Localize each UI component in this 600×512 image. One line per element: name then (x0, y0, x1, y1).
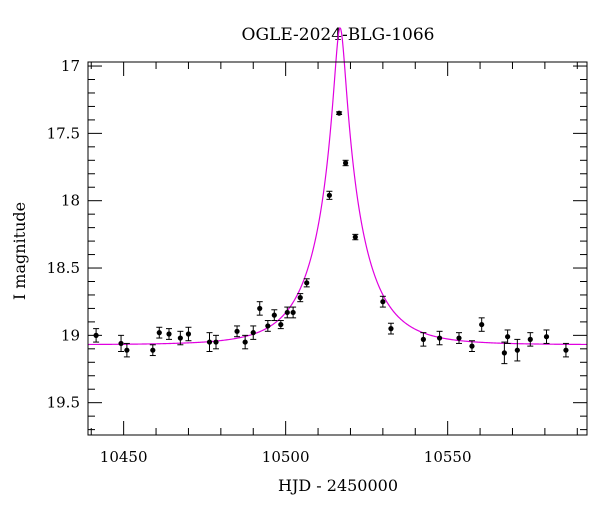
data-point (388, 326, 394, 332)
data-point (326, 192, 332, 198)
data-point (527, 336, 533, 342)
data-point (284, 309, 290, 316)
x-tick-label: 10550 (424, 448, 472, 466)
y-tick-label: 18 (61, 192, 80, 210)
y-axis-label: I magnitude (10, 202, 29, 300)
data-point (505, 334, 511, 340)
data-point (206, 339, 213, 345)
data-point (150, 347, 156, 353)
plot-frame (87, 61, 588, 436)
data-point (297, 295, 303, 301)
data-point (563, 347, 569, 353)
data-point (234, 328, 240, 334)
x-tick-label: 10500 (262, 448, 310, 466)
data-point (501, 350, 507, 356)
data-point (124, 347, 130, 353)
data-point (343, 160, 349, 166)
y-tick-label: 17 (61, 57, 80, 75)
data-point (185, 331, 192, 337)
data-point (118, 340, 124, 347)
data-point (420, 336, 426, 342)
data-point (456, 335, 462, 341)
tick-labels: 10450 10500 10550 17 17.5 18 18.5 19 19.5 (47, 57, 472, 466)
data-point (336, 110, 342, 116)
data-point (257, 305, 263, 312)
x-axis-label: HJD - 2450000 (278, 476, 398, 495)
data-point (242, 339, 248, 345)
data-point (304, 280, 310, 286)
model-curve (88, 26, 588, 346)
axis-ticks (88, 62, 587, 435)
data-point (213, 339, 219, 345)
y-tick-label: 17.5 (47, 124, 80, 142)
data-point (265, 323, 271, 329)
y-tick-label: 19 (61, 326, 80, 344)
data-point (177, 335, 183, 341)
data-points (93, 110, 569, 356)
data-point (166, 331, 172, 337)
data-point (436, 335, 443, 341)
data-point (514, 347, 520, 353)
data-point (93, 332, 99, 338)
y-tick-label: 19.5 (47, 394, 80, 412)
data-point (352, 234, 358, 240)
data-point (156, 330, 162, 336)
data-point (380, 299, 386, 305)
y-tick-label: 18.5 (47, 259, 80, 277)
data-point (469, 343, 475, 349)
data-point (543, 334, 550, 340)
data-point (250, 330, 256, 336)
error-bars (93, 111, 569, 365)
data-point (271, 312, 277, 318)
data-point (278, 321, 284, 328)
data-point (290, 309, 296, 316)
x-tick-label: 10450 (100, 448, 148, 466)
data-point (479, 321, 485, 328)
